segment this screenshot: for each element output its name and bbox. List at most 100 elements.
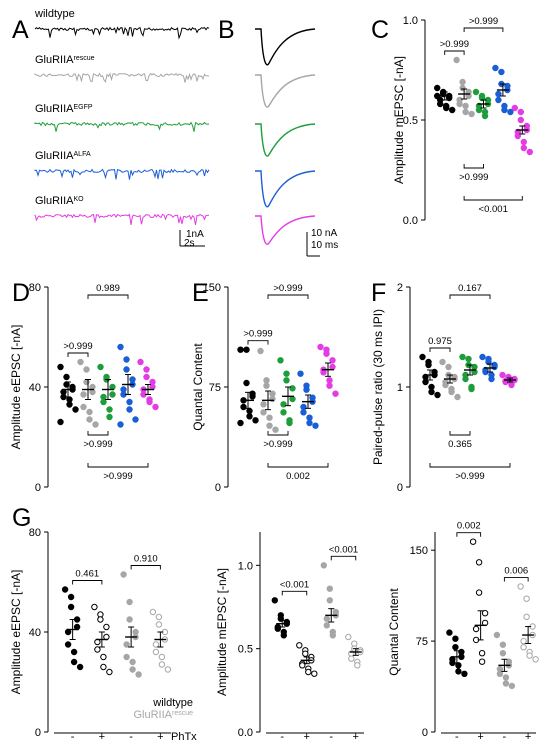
data-point-f-g3-4 [491, 363, 498, 371]
data-point-c-g3-1 [498, 68, 505, 76]
data-point-g3-g1-7 [478, 650, 486, 657]
data-point-d-g3-0 [117, 343, 124, 351]
data-point-e-g0-9 [252, 417, 259, 424]
data-point-e-g4-9 [332, 390, 339, 397]
data-point-c-g0-6 [437, 100, 444, 108]
p-value-label-g3-1: 0.006 [504, 566, 528, 577]
data-point-d-g0-10 [57, 418, 64, 426]
p-value-label-c-3: <0.001 [479, 204, 508, 215]
data-point-d-g3-1 [123, 356, 130, 363]
mepsc-average-trace-1 [255, 74, 316, 108]
y-axis-label-g2: Amplitude mEPSC [-nA] [215, 568, 229, 696]
scalebar-A-x-label: 2s [184, 238, 195, 249]
data-point-g2-g0-6 [274, 625, 281, 632]
y-tick-label-f-0: 0 [397, 482, 403, 494]
data-point-c-g2-6 [475, 106, 483, 114]
p-value-label-g1-1: 0.910 [134, 554, 158, 565]
y-tick-label-e-0: 0 [215, 482, 221, 494]
trace-label-4: GluRIIAKO [35, 195, 84, 207]
trace-label-2: GluRIIAEGFP [35, 103, 93, 115]
spontaneous-trace-4 [34, 213, 209, 225]
data-point-e-g4-8 [326, 382, 333, 389]
data-point-e-g0-6 [240, 403, 247, 411]
data-point-f-g0-0 [419, 353, 426, 361]
data-point-d-g4-2 [143, 373, 150, 381]
data-point-e-g2-1 [283, 370, 290, 377]
data-point-d-g3-2 [123, 366, 130, 373]
data-point-g1-g1-9 [106, 668, 113, 676]
data-point-c-g4-2 [517, 116, 524, 124]
y-tick-label-c-0: 0.0 [403, 215, 418, 227]
sig-bracket-g3-0 [456, 532, 482, 537]
data-point-e-g4-6 [320, 369, 327, 376]
mepsc-average-trace-2 [255, 123, 316, 157]
data-point-c-g2-0 [472, 88, 480, 96]
sig-bracket-f-3 [429, 463, 511, 468]
data-point-g1-g0-1 [67, 593, 75, 601]
panel-letter-d: D [12, 279, 30, 307]
data-point-d-g4-1 [143, 366, 150, 373]
data-point-f-g4-0 [499, 371, 506, 379]
data-point-e-g1-8 [266, 422, 273, 429]
y-tick-label-f-1: 1 [397, 382, 403, 394]
data-point-g3-g3-2 [523, 613, 530, 620]
p-value-label-e-1: >0.999 [273, 283, 302, 294]
p-value-label-f-1: 0.167 [458, 283, 482, 294]
p-value-label-c-0: >0.999 [440, 39, 469, 50]
data-point-f-g1-9 [454, 393, 461, 401]
data-point-g1-g1-3 [103, 623, 110, 631]
x-tick-label-g1-0: - [71, 731, 75, 743]
data-point-e-g1-3 [269, 390, 276, 397]
data-point-g1-g3-6 [152, 648, 160, 656]
x-tick-label-g3-2: - [503, 731, 507, 743]
data-point-e-g3-9 [312, 422, 319, 429]
data-point-c-g4-6 [514, 132, 521, 140]
sig-bracket-e-3 [267, 463, 329, 468]
data-point-e-g0-8 [246, 413, 253, 420]
sig-bracket-g2-0 [281, 590, 308, 596]
y-axis-label-e: Quantal Content [191, 343, 205, 431]
data-point-g1-g3-0 [149, 608, 157, 616]
data-point-g3-g0-7 [455, 662, 462, 669]
data-point-c-g4-9 [526, 148, 533, 156]
data-point-d-g1-5 [80, 391, 87, 398]
sig-bracket-g1-1 [130, 565, 161, 570]
data-point-g3-g1-3 [481, 610, 489, 617]
data-point-c-g1-0 [453, 56, 460, 64]
data-point-d-g1-8 [86, 416, 93, 423]
data-point-e-g2-6 [280, 409, 287, 416]
x-tick-label-g1-1: + [99, 731, 105, 743]
data-point-f-g1-1 [445, 363, 452, 371]
data-point-f-g3-8 [488, 375, 495, 383]
data-point-g1-g2-2 [126, 616, 133, 623]
sig-bracket-g1-0 [72, 580, 103, 585]
y-axis-label-g3: Quantal Content [387, 588, 401, 676]
data-point-g2-g1-8 [305, 668, 312, 676]
y-tick-label-g2-2: 1.0 [238, 560, 253, 572]
data-point-e-g3-7 [306, 414, 313, 421]
data-point-g1-g2-5 [123, 641, 130, 648]
sig-bracket-e-0 [247, 340, 269, 345]
sig-bracket-c-0 [444, 50, 465, 55]
sig-bracket-d-2 [87, 431, 109, 436]
p-value-label-e-2: >0.999 [263, 439, 292, 450]
legend-entry-1: GluRIIArescue [133, 709, 193, 721]
data-point-g1-g1-7 [100, 653, 107, 661]
data-point-d-g1-0 [77, 358, 84, 366]
data-point-e-g3-6 [300, 409, 307, 416]
x-tick-label-g3-3: + [525, 731, 531, 743]
data-point-d-g4-0 [137, 358, 144, 366]
data-point-f-g0-9 [434, 391, 441, 399]
data-point-g2-g2-2 [326, 597, 333, 604]
data-point-c-g1-6 [456, 100, 463, 108]
data-point-g2-g3-6 [348, 655, 355, 662]
data-point-d-g4-9 [152, 403, 159, 411]
data-point-c-g3-9 [507, 108, 514, 116]
p-value-label-d-3: >0.999 [103, 471, 132, 482]
data-point-g2-g2-5 [323, 615, 330, 622]
panel-letter-c: C [371, 16, 389, 44]
data-point-g3-g0-2 [452, 644, 459, 651]
data-point-g1-g1-0 [91, 603, 98, 611]
data-point-g3-g2-0 [493, 631, 501, 639]
